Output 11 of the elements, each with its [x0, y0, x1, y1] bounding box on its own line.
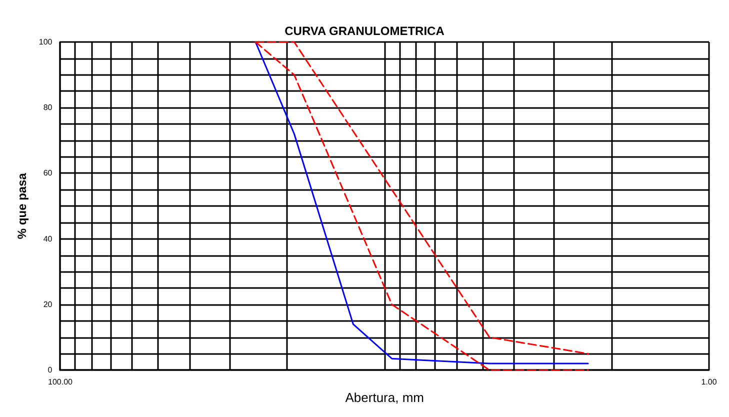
x-tick-label: 100.00: [48, 378, 74, 387]
chart-title: CURVA GRANULOMETRICA: [284, 24, 445, 38]
y-tick-label: 0: [48, 366, 53, 375]
y-tick-label: 60: [43, 168, 53, 178]
y-axis-title: % que pasa: [15, 172, 29, 240]
x-tick-label: 1.00: [701, 378, 718, 387]
y-tick-label: 80: [43, 103, 53, 112]
x-axis-title: Abertura, mm: [345, 390, 424, 405]
y-tick-label: 40: [43, 234, 53, 244]
y-tick-label: 100: [38, 38, 53, 46]
y-tick-label: 20: [43, 300, 53, 309]
